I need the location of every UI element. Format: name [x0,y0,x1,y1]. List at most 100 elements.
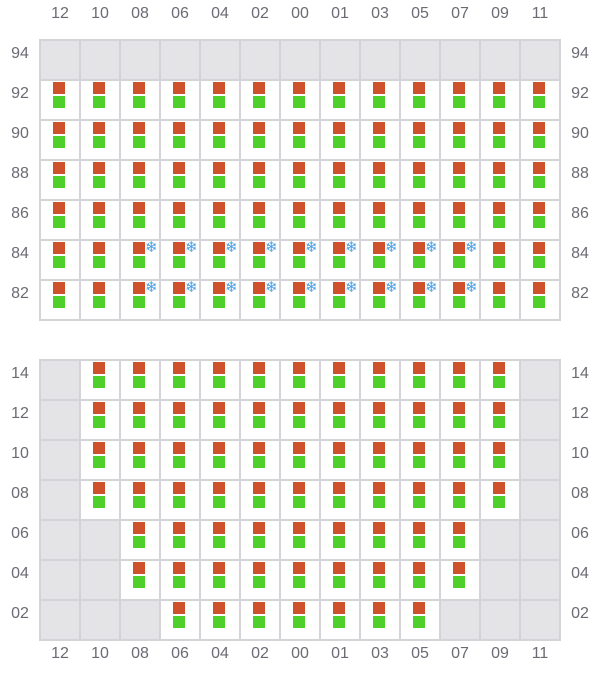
slot[interactable] [161,361,201,401]
slot[interactable] [321,561,361,601]
slot[interactable] [121,401,161,441]
slot[interactable]: ❄ [241,240,281,281]
slot[interactable] [201,201,241,241]
slot[interactable] [321,81,361,121]
slot[interactable] [161,441,201,481]
slot[interactable]: ❄ [161,240,201,281]
slot[interactable] [401,161,441,201]
slot[interactable] [121,561,161,601]
slot[interactable] [441,121,481,161]
slot[interactable] [81,81,121,121]
slot[interactable] [241,601,281,641]
slot[interactable] [241,561,281,601]
slot[interactable] [521,121,561,161]
slot[interactable] [441,401,481,441]
slot[interactable] [121,361,161,401]
slot[interactable] [361,121,401,161]
slot[interactable] [161,481,201,521]
slot[interactable] [441,201,481,241]
slot[interactable] [121,81,161,121]
slot[interactable] [121,121,161,161]
slot[interactable] [201,521,241,561]
slot[interactable] [361,201,401,241]
slot[interactable] [481,201,521,241]
slot[interactable] [361,521,401,561]
slot[interactable]: ❄ [121,280,161,321]
slot[interactable] [161,121,201,161]
slot[interactable] [521,281,561,321]
slot[interactable] [241,201,281,241]
slot[interactable] [401,481,441,521]
slot[interactable] [321,521,361,561]
slot[interactable] [321,401,361,441]
slot[interactable] [361,561,401,601]
slot[interactable] [481,481,521,521]
slot[interactable] [121,521,161,561]
slot[interactable] [241,481,281,521]
slot[interactable] [521,201,561,241]
slot[interactable] [321,161,361,201]
slot[interactable] [241,81,281,121]
slot[interactable] [441,81,481,121]
slot[interactable]: ❄ [361,240,401,281]
slot[interactable] [281,601,321,641]
slot[interactable]: ❄ [321,240,361,281]
slot[interactable] [401,401,441,441]
slot[interactable] [321,481,361,521]
slot[interactable] [361,81,401,121]
slot[interactable] [121,161,161,201]
slot[interactable] [81,121,121,161]
slot[interactable] [161,81,201,121]
slot[interactable] [81,441,121,481]
slot[interactable] [321,121,361,161]
slot[interactable] [361,441,401,481]
slot[interactable] [41,161,81,201]
slot[interactable] [241,161,281,201]
slot[interactable] [81,201,121,241]
slot[interactable]: ❄ [281,240,321,281]
slot[interactable] [361,601,401,641]
slot[interactable] [361,481,401,521]
slot[interactable] [81,241,121,281]
slot[interactable] [281,81,321,121]
slot[interactable] [281,401,321,441]
slot[interactable] [161,601,201,641]
slot[interactable] [321,441,361,481]
slot[interactable] [321,361,361,401]
slot[interactable] [41,81,81,121]
slot[interactable] [241,441,281,481]
slot[interactable]: ❄ [401,280,441,321]
slot[interactable] [81,281,121,321]
slot[interactable] [201,561,241,601]
slot[interactable] [401,121,441,161]
slot[interactable] [481,121,521,161]
slot[interactable] [281,441,321,481]
slot[interactable] [201,601,241,641]
slot[interactable] [201,161,241,201]
slot[interactable] [481,361,521,401]
slot[interactable] [401,521,441,561]
slot[interactable] [201,481,241,521]
slot[interactable] [481,281,521,321]
slot[interactable] [321,201,361,241]
slot[interactable] [481,441,521,481]
slot[interactable] [401,201,441,241]
slot[interactable] [441,361,481,401]
slot[interactable] [481,241,521,281]
slot[interactable] [281,161,321,201]
slot[interactable] [321,601,361,641]
slot[interactable] [481,81,521,121]
slot[interactable]: ❄ [161,280,201,321]
slot[interactable]: ❄ [201,240,241,281]
slot[interactable] [201,401,241,441]
slot[interactable] [281,201,321,241]
slot[interactable] [161,201,201,241]
slot[interactable]: ❄ [401,240,441,281]
slot[interactable] [441,481,481,521]
slot[interactable] [481,401,521,441]
slot[interactable] [481,161,521,201]
slot[interactable] [41,281,81,321]
slot[interactable]: ❄ [361,280,401,321]
slot[interactable] [441,161,481,201]
slot[interactable] [441,561,481,601]
